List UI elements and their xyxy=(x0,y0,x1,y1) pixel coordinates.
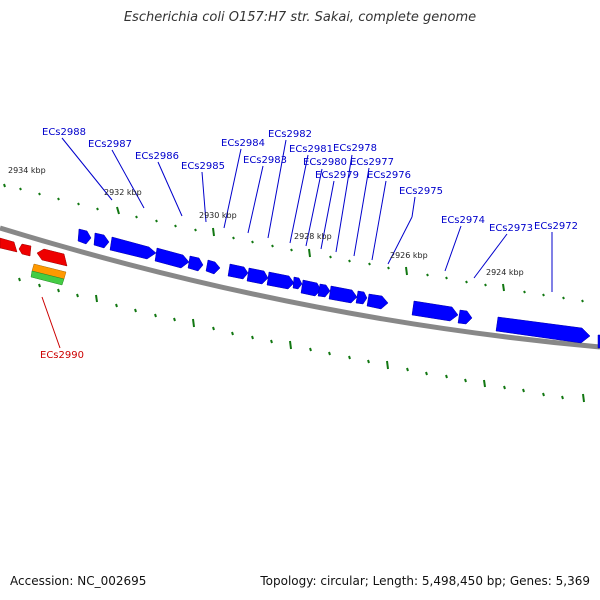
gene-arrow-ecs2973b xyxy=(457,309,473,325)
gene-label: ECs2979 xyxy=(315,170,359,181)
gene-arrow-ecs2990 xyxy=(36,248,68,267)
gene-arrow-ecs2975 xyxy=(355,290,368,305)
kbp-labels: 2934 kbp 2932 kbp 2930 kbp 2928 kbp 2926… xyxy=(8,166,524,277)
gene-label: ECs2978 xyxy=(333,143,377,154)
kbp-label: 2932 kbp xyxy=(104,188,142,197)
gene-arrow-ecs2972 xyxy=(495,316,591,344)
gene-arrow-ecs2982 xyxy=(227,263,249,280)
kbp-label: 2928 kbp xyxy=(294,232,332,241)
gene-label: ECs2977 xyxy=(350,157,394,168)
gene-arrow-ecs2979 xyxy=(292,276,303,290)
inner-tick-ring xyxy=(18,277,585,403)
reverse-genes xyxy=(0,237,68,267)
kbp-label: 2934 kbp xyxy=(8,166,46,175)
gene-arrow-ecs2992 xyxy=(0,237,18,253)
genome-backbone xyxy=(0,225,600,350)
gene-arrow-ecs2981 xyxy=(246,267,269,285)
gene-label: ECs2988 xyxy=(42,127,86,138)
gene-label: ECs2983 xyxy=(243,155,287,166)
gene-arrow-ecs2984 xyxy=(187,255,204,272)
red-label-leader xyxy=(41,296,61,349)
kbp-label: 2924 kbp xyxy=(486,268,524,277)
gene-arrow-ecs2978 xyxy=(300,279,322,297)
gene-arrow-ecs2980 xyxy=(266,271,295,290)
gene-arrow-ecs2987 xyxy=(93,232,110,249)
gene-label: ECs2974 xyxy=(441,215,485,226)
accession-text: Accession: NC_002695 xyxy=(10,574,147,588)
kbp-label: 2930 kbp xyxy=(199,211,237,220)
gene-label: ECs2987 xyxy=(88,139,132,150)
gene-label: ECs2976 xyxy=(367,170,411,181)
gene-label: ECs2985 xyxy=(181,161,225,172)
forward-genes xyxy=(77,228,600,349)
gene-label: ECs2981 xyxy=(289,144,333,155)
kbp-label: 2926 kbp xyxy=(390,251,428,260)
gene-arrow-ecs2991 xyxy=(18,243,32,257)
genome-summary: Topology: circular; Length: 5,498,450 bp… xyxy=(260,574,590,588)
gene-label: ECs2980 xyxy=(303,157,347,168)
gene-arrow-ecs2986 xyxy=(109,236,157,260)
gene-arrow-ecs2977 xyxy=(317,283,331,298)
gene-arrow-ecs2988 xyxy=(77,228,92,245)
feature-bars xyxy=(30,263,67,286)
gene-labels: ECs2988 ECs2987 ECs2986 ECs2985 ECs2984 … xyxy=(40,127,578,361)
gene-arrow-ecs2973 xyxy=(411,300,459,322)
gene-label: ECs2973 xyxy=(489,223,533,234)
gene-label-red: ECs2990 xyxy=(40,350,84,361)
gene-arrow-ecs2985 xyxy=(154,247,190,269)
gene-label: ECs2984 xyxy=(221,138,265,149)
gene-label: ECs2986 xyxy=(135,151,179,162)
gene-label: ECs2975 xyxy=(399,186,443,197)
label-leaders xyxy=(61,137,553,292)
outer-tick-ring xyxy=(3,183,584,303)
gene-arrow-ecs2983 xyxy=(205,259,221,275)
gene-arrow-ecs2974 xyxy=(366,293,389,310)
map-title: Escherichia coli O157:H7 str. Sakai, com… xyxy=(123,10,477,25)
gene-arrow-ecs2976 xyxy=(328,285,358,304)
gene-label: ECs2972 xyxy=(534,221,578,232)
gene-label: ECs2982 xyxy=(268,129,312,140)
